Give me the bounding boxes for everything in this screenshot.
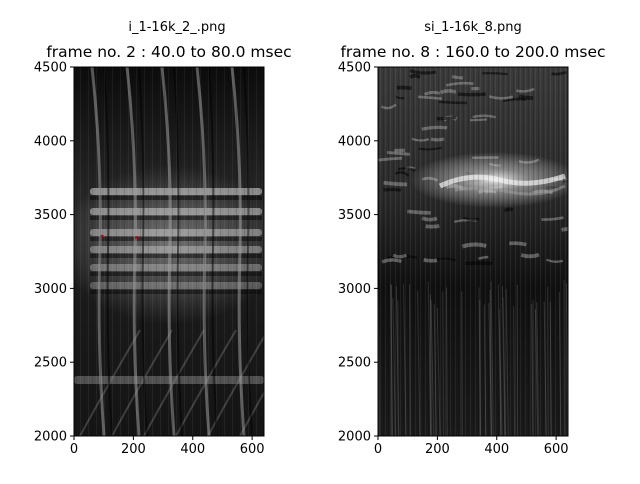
right-ytick-label: 2500 — [338, 356, 371, 371]
left-xtick-label: 400 — [180, 442, 205, 457]
left-ytick-label: 4500 — [34, 61, 67, 76]
right-ytick-label: 4500 — [338, 61, 371, 76]
peak-marker — [135, 236, 138, 239]
panel-right: si_1-16k_8.png frame no. 8 : 160.0 to 20… — [338, 20, 606, 457]
right-ytick-label: 4000 — [338, 134, 371, 149]
panel-right-filename: si_1-16k_8.png — [424, 20, 522, 35]
left-xtick-label: 200 — [121, 442, 146, 457]
left-ytick-label: 4000 — [34, 134, 67, 149]
left-xtick-label: 0 — [70, 442, 78, 457]
panel-left: i_1-16k_2_.png frame no. 2 : 40.0 to 80.… — [34, 20, 300, 457]
panel-right-image — [378, 67, 590, 436]
right-ytick-label: 2000 — [338, 430, 371, 445]
peak-marker — [101, 235, 104, 238]
right-xtick-label: 600 — [544, 442, 569, 457]
right-xtick-label: 200 — [425, 442, 450, 457]
right-ytick-label: 3000 — [338, 282, 371, 297]
right-ytick-label: 3500 — [338, 208, 371, 223]
left-ytick-label: 3500 — [34, 208, 67, 223]
panel-right-title: frame no. 8 : 160.0 to 200.0 msec — [340, 43, 605, 61]
right-xtick-label: 0 — [374, 442, 382, 457]
panel-left-filename: i_1-16k_2_.png — [128, 20, 225, 35]
left-ytick-label: 3000 — [34, 282, 67, 297]
left-xtick-label: 600 — [240, 442, 265, 457]
panel-left-title: frame no. 2 : 40.0 to 80.0 msec — [46, 43, 291, 61]
right-xtick-label: 400 — [484, 442, 509, 457]
left-ytick-label: 2000 — [34, 430, 67, 445]
left-ytick-label: 2500 — [34, 356, 67, 371]
